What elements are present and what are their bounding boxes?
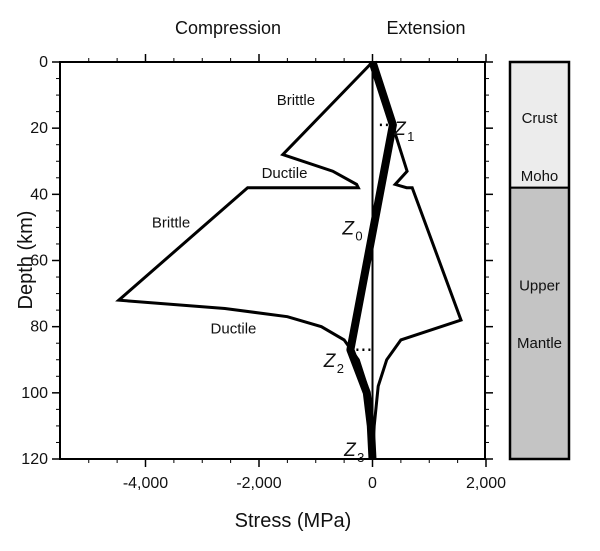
x-axis-title: Stress (MPa): [235, 510, 352, 532]
regime-label: Ductile: [262, 165, 308, 182]
series-line-thin: [115, 60, 374, 460]
y-axis-title: Depth (km): [15, 211, 37, 310]
x-tick-label: 0: [368, 475, 377, 492]
series-line-thin: [371, 61, 463, 460]
z-level-label: Z: [323, 351, 337, 372]
y-tick-label: 120: [21, 451, 48, 468]
plot-frame: [59, 61, 486, 460]
regime-label: Brittle: [152, 214, 190, 231]
z-level-subscript: 1: [407, 129, 414, 144]
z-level-label: Z: [393, 119, 407, 140]
z-level-label: Z: [343, 440, 357, 461]
y-tick-label: 0: [39, 54, 48, 71]
moho-label: Moho: [521, 168, 559, 185]
z-level-subscript: 2: [337, 361, 344, 376]
x-tick-label: 2,000: [466, 475, 506, 492]
mantle-label-line-2: Mantle: [517, 335, 562, 352]
extension-header: Extension: [386, 18, 465, 38]
y-tick-label: 20: [30, 120, 48, 137]
crust-label: Crust: [522, 110, 559, 127]
strength-curves: [115, 60, 463, 460]
y-tick-label: 100: [21, 385, 48, 402]
plot-frame-group: [59, 61, 486, 460]
y-tick-label: 40: [30, 186, 48, 203]
y-tick-label: 60: [30, 253, 48, 270]
z-level-subscript: 0: [355, 228, 362, 243]
z-level-subscript: 3: [357, 450, 364, 465]
y-tick-label: 80: [30, 319, 48, 336]
annotations: Brittle Ductile Brittle Ductile: [152, 92, 315, 337]
x-tick-label: -4,000: [123, 475, 168, 492]
layer-block: [509, 186, 570, 460]
x-tick-label: -2,000: [236, 475, 281, 492]
z-level-label: Z: [341, 218, 355, 239]
compression-header: Compression: [175, 18, 281, 38]
layer-column-frame: [508, 60, 571, 461]
regime-label: Ductile: [211, 320, 257, 337]
z-labels: Z 1Z 0Z 2Z 3: [323, 119, 415, 465]
mantle-label-line-1: Upper: [519, 277, 560, 294]
regime-label: Brittle: [277, 92, 315, 109]
layer-column: Crust Moho Upper Mantle: [508, 60, 571, 461]
series-line-thick: [346, 60, 397, 460]
